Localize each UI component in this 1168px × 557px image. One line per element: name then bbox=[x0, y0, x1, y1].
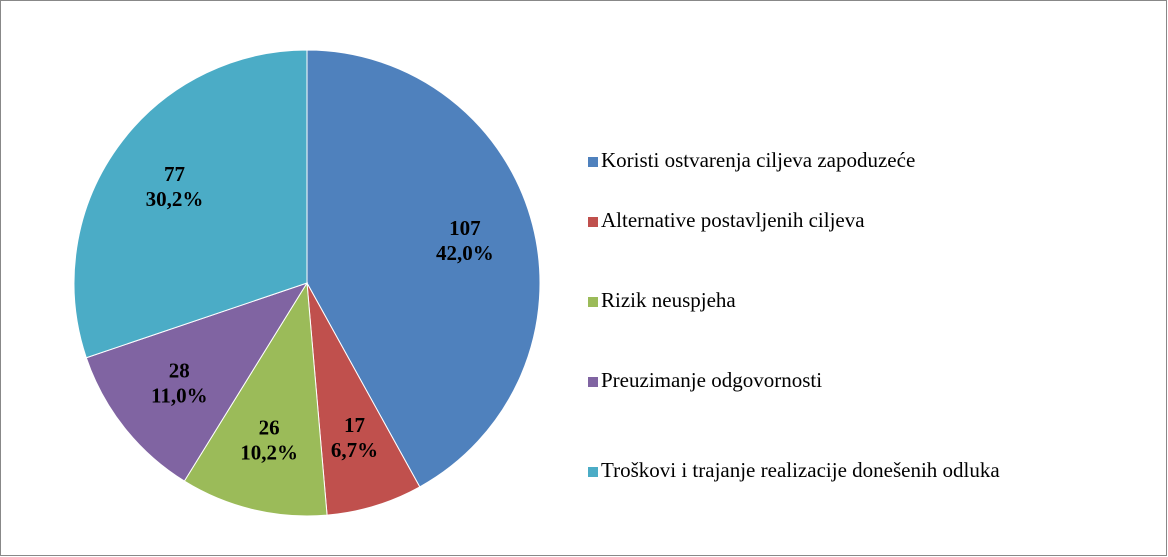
data-label: 26 bbox=[259, 415, 280, 439]
legend-swatch bbox=[588, 467, 598, 477]
legend-swatch bbox=[588, 377, 598, 387]
legend-label: Troškovi i trajanje realizacije donešeni… bbox=[601, 458, 1000, 482]
data-label-percent: 42,0% bbox=[436, 241, 494, 265]
data-label: 77 bbox=[164, 162, 185, 186]
data-label-percent: 30,2% bbox=[146, 187, 204, 211]
pie-slice bbox=[85, 282, 309, 482]
legend-label: Koristi ostvarenja ciljeva zapoduzeće bbox=[601, 148, 915, 172]
pie-slice bbox=[183, 281, 328, 517]
legend-label: Rizik neuspjeha bbox=[601, 288, 736, 312]
data-label: 28 bbox=[169, 358, 190, 382]
legend-label: Preuzimanje odgovornosti bbox=[601, 368, 822, 392]
legend-label: Alternative postavljenih ciljeva bbox=[601, 208, 865, 232]
data-label: 17 bbox=[344, 413, 365, 437]
pie-slice bbox=[306, 49, 541, 488]
data-label-percent: 11,0% bbox=[151, 383, 208, 407]
legend-swatch bbox=[588, 297, 598, 307]
data-label-percent: 10,2% bbox=[240, 440, 298, 464]
data-label: 107 bbox=[449, 216, 481, 240]
pie-slice bbox=[73, 49, 308, 359]
legend-swatch bbox=[588, 217, 598, 227]
legend-swatch bbox=[588, 157, 598, 167]
data-label-percent: 6,7% bbox=[331, 438, 378, 462]
